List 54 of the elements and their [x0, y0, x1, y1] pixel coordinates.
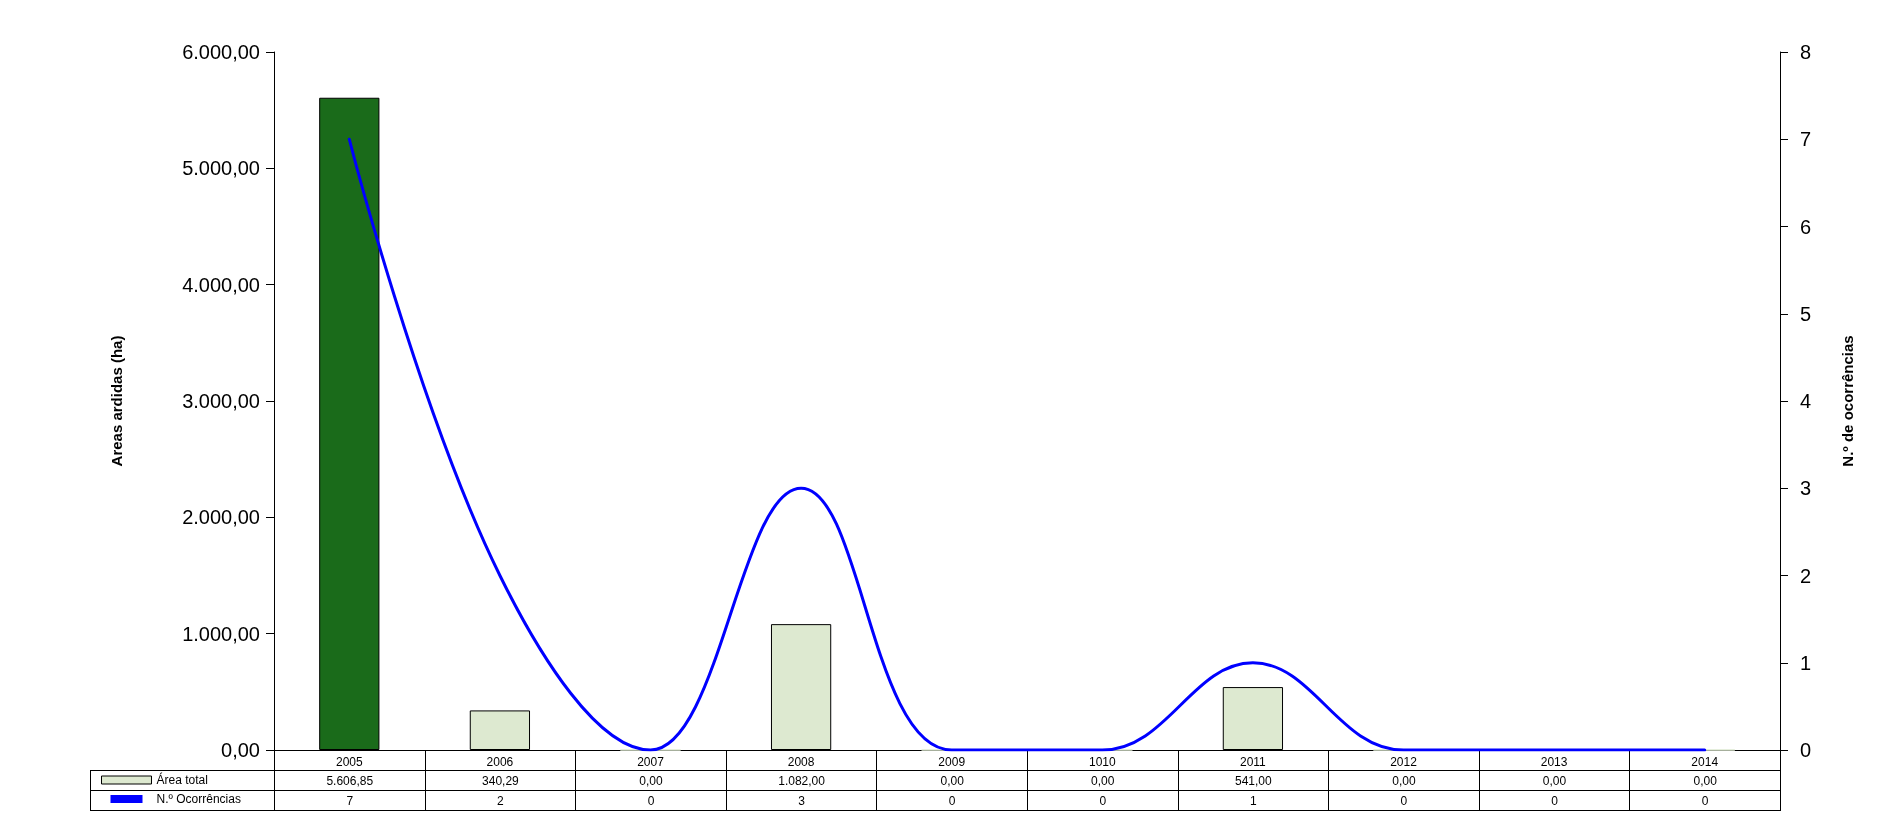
- y2-axis-title: N.º de ocorrências: [1839, 335, 1856, 467]
- data-label: 0,00: [876, 770, 1028, 791]
- data-label: 0: [1328, 790, 1480, 811]
- bar: [319, 97, 380, 750]
- y2-tick-label: 1: [1800, 651, 1812, 674]
- y2-tick-label: 5: [1800, 302, 1812, 325]
- bar: [469, 710, 531, 750]
- data-label: 0: [876, 790, 1028, 811]
- data-label: 0: [575, 790, 727, 811]
- x-tick-label: 2006: [486, 755, 514, 769]
- x-tick-label: 2005: [335, 755, 363, 769]
- data-label: 0,00: [1328, 770, 1480, 791]
- y2-tick-label: 4: [1800, 390, 1812, 412]
- y-tick-label: 4.000,00: [182, 273, 260, 296]
- legend-label: N.º Ocorrências: [156, 792, 241, 806]
- x-tick-label: 2008: [787, 755, 815, 769]
- x-tick-label: 2009: [938, 755, 966, 769]
- y-tick-label: 6.000,00: [182, 41, 260, 63]
- data-label: 0,00: [1629, 770, 1781, 791]
- data-label: 0: [1629, 790, 1781, 811]
- data-label: 7: [274, 790, 426, 811]
- x-tick-label: 2011: [1239, 755, 1267, 769]
- legend-label: Área total: [156, 772, 208, 787]
- y2-tick-label: 0: [1800, 739, 1812, 761]
- x-tick-label: 2014: [1691, 755, 1719, 769]
- data-label: 0: [1479, 790, 1630, 811]
- y-tick-label: 5.000,00: [182, 157, 260, 180]
- y-tick-label: 2.000,00: [182, 506, 260, 529]
- data-label: 541,00: [1178, 770, 1329, 791]
- data-label: 1: [1178, 790, 1329, 811]
- data-label: 0,00: [1027, 770, 1179, 791]
- data-label: 5.606,85: [274, 770, 426, 791]
- x-tick-label: 2013: [1540, 755, 1568, 769]
- data-label: 0,00: [575, 770, 727, 791]
- y-tick-label: 0,00: [221, 739, 260, 761]
- y2-tick-label: 3: [1800, 477, 1812, 500]
- bar: [1222, 687, 1284, 750]
- x-tick-label: 1010: [1088, 755, 1116, 769]
- bar: [770, 624, 832, 750]
- y-tick-label: 3.000,00: [182, 390, 260, 412]
- x-tick-label: 2007: [637, 755, 665, 769]
- data-label: 3: [726, 790, 877, 811]
- y2-tick-label: 7: [1800, 128, 1812, 151]
- data-label: 0,00: [1479, 770, 1630, 791]
- y-axis-title: Areas ardidas (ha): [108, 335, 125, 467]
- data-label: 1.082,00: [726, 770, 877, 791]
- y2-tick-label: 6: [1800, 215, 1812, 238]
- data-label: 340,29: [425, 770, 576, 791]
- y2-tick-label: 2: [1800, 564, 1812, 587]
- data-label: 2: [425, 790, 576, 811]
- y-tick-label: 1.000,00: [182, 622, 260, 645]
- x-tick-label: 2012: [1390, 755, 1418, 769]
- data-label: 0: [1027, 790, 1179, 811]
- y2-tick-label: 8: [1800, 41, 1812, 63]
